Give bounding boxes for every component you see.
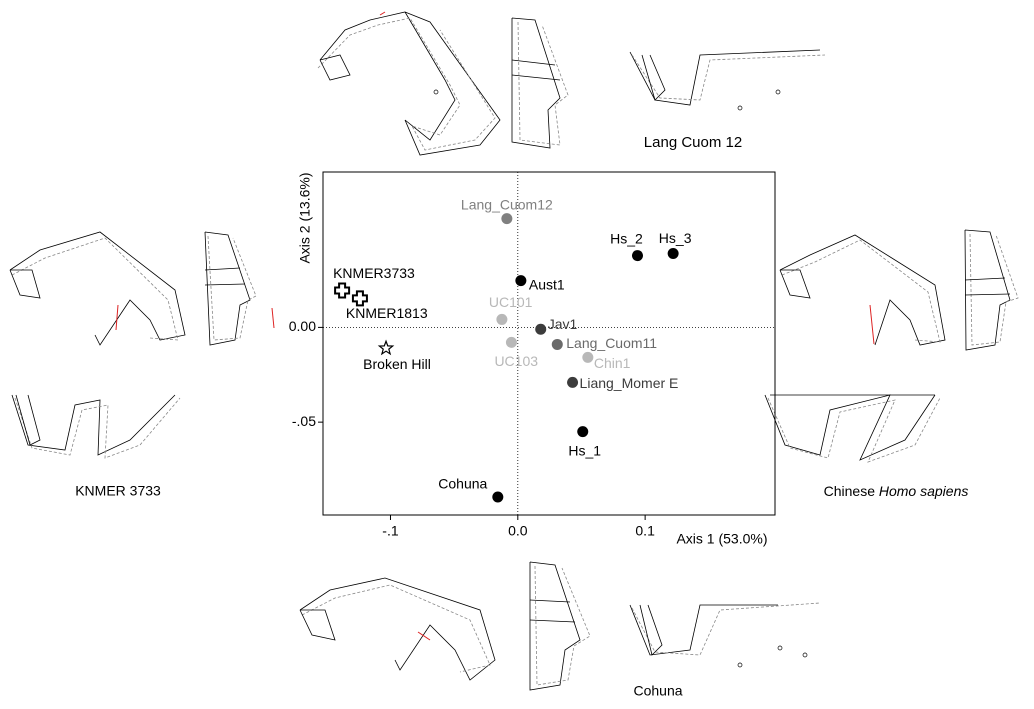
point-label: Lang_Cuom11 [566,335,657,351]
x-tick-label: 0.1 [635,523,655,539]
point-label: Hs_3 [659,230,692,246]
point [567,377,578,388]
y-tick-label: -.05 [292,413,316,429]
point [577,426,588,437]
point [668,248,679,259]
point [582,352,593,363]
point [535,324,546,335]
point-label: Hs_1 [568,442,601,458]
point [496,314,507,325]
point [515,275,526,286]
point [335,283,349,297]
point-label: Aust1 [529,276,565,292]
point-label: Cohuna [438,476,487,492]
y-axis-label: Axis 2 (13.6%) [297,172,313,263]
point-label: UC101 [489,294,533,310]
caption-right: Chinese Homo sapiens [824,483,969,499]
point-label: Hs_2 [610,230,643,246]
point [552,339,563,350]
point-label: Lang_Cuom12 [461,196,553,212]
plot-frame [323,172,775,515]
wireframes [10,12,1018,690]
point [492,491,503,502]
point [501,213,512,224]
point-label: Chin1 [594,355,631,371]
caption-right-plain: Chinese [824,483,876,499]
point-label: UC103 [494,353,538,369]
point-label: KNMER3733 [333,265,415,281]
point-label: KNMER1813 [346,305,428,321]
x-tick-label: -.1 [382,523,399,539]
point [379,341,392,354]
figure: Lang Cuom 12 KNMER 3733 Chinese Homo sap… [0,0,1034,704]
caption-bottom: Cohuna [633,683,682,699]
caption-right-italic: Homo sapiens [879,483,969,499]
x-tick-label: 0.0 [508,523,528,539]
x-axis-label: Axis 1 (53.0%) [676,531,767,547]
point-label: Liang_Momer E [580,375,679,391]
caption-left: KNMER 3733 [75,483,161,499]
point [353,291,367,305]
caption-top: Lang Cuom 12 [644,134,742,151]
y-tick-label: 0.00 [289,318,316,334]
point [632,250,643,261]
point [506,337,517,348]
point-label: Jav1 [548,316,578,332]
point-label: Broken Hill [363,356,431,372]
